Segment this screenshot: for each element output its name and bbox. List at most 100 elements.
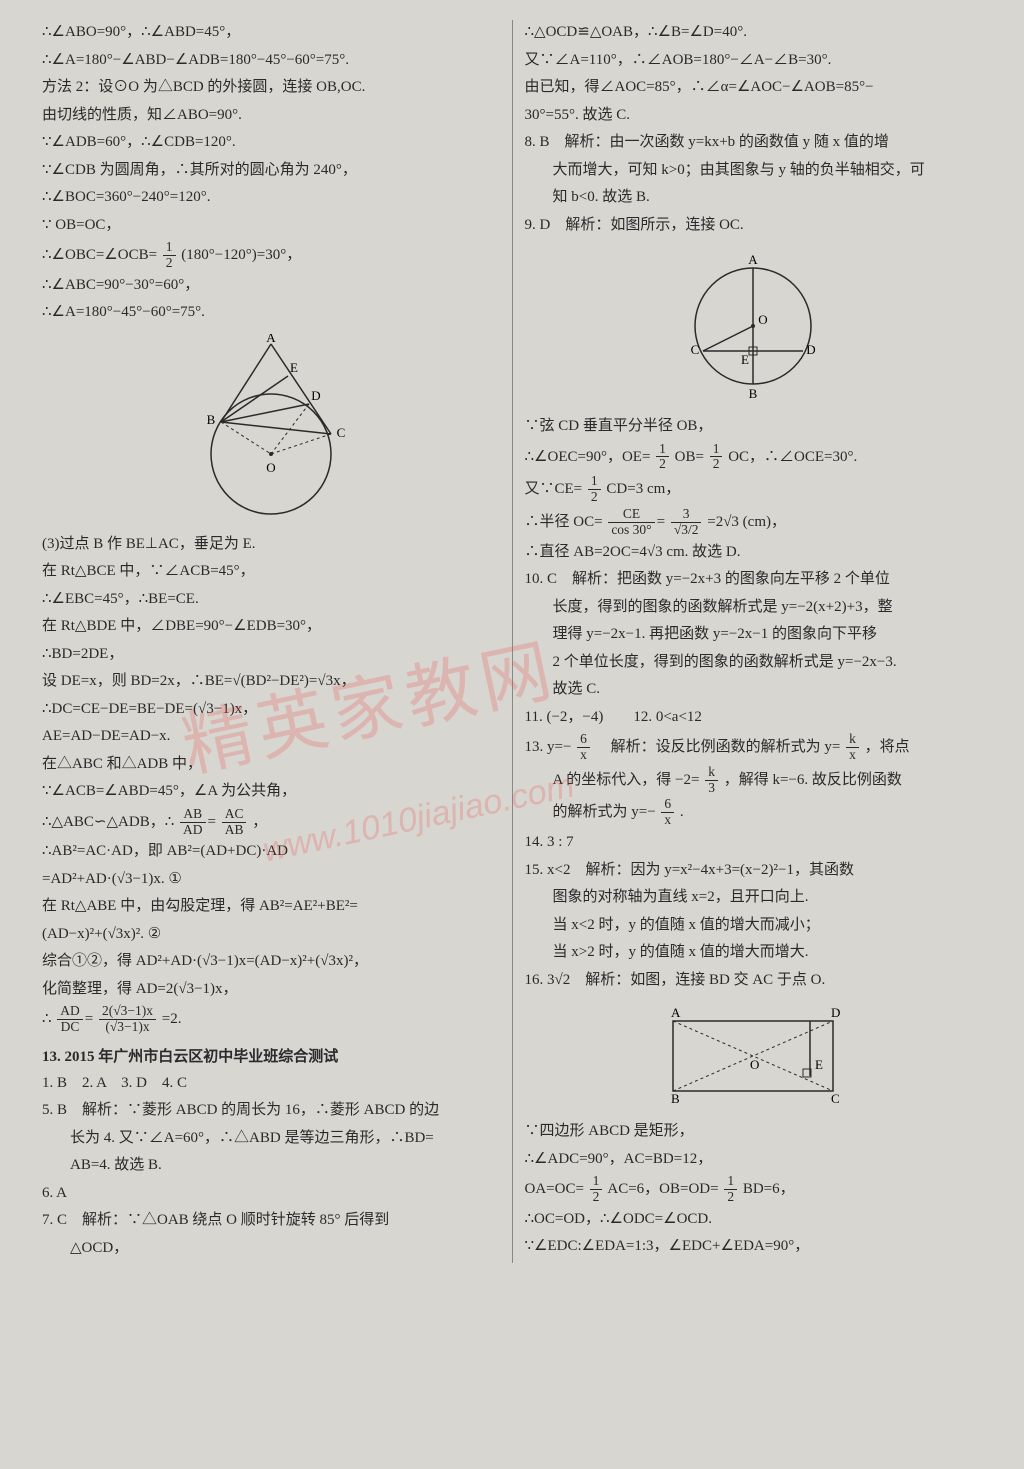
fraction: 12 xyxy=(163,240,176,271)
text-line: (3)过点 B 作 BE⊥AC，垂足为 E. xyxy=(42,532,500,558)
text-line: 13. y=− 6x 解析：设反比例函数的解析式为 y= kx ，将点 xyxy=(525,732,983,763)
text-span: 的解析式为 y=− xyxy=(553,804,656,820)
text-line: 在 Rt△BDE 中，∠DBE=90°−∠EDB=30°， xyxy=(42,614,500,640)
left-column: ∴∠ABO=90°，∴∠ABD=45°， ∴∠A=180°−∠ABD−∠ADB=… xyxy=(30,20,512,1263)
text-line: 化简整理，得 AD=2(√3−1)x， xyxy=(42,977,500,1003)
text-span: OC，∴∠OCE=30°. xyxy=(728,448,857,464)
text-line: ∴AB²=AC·AD，即 AB²=(AD+DC)·AD xyxy=(42,839,500,865)
text-line: 8. B 解析：由一次函数 y=kx+b 的函数值 y 随 x 值的增 xyxy=(525,130,983,156)
fraction: ABAD xyxy=(180,807,206,838)
text-span: BD=6， xyxy=(743,1181,795,1197)
svg-text:O: O xyxy=(750,1057,759,1072)
text-line: 大而增大，可知 k>0；由其图象与 y 轴的负半轴相交，可 xyxy=(525,158,983,184)
svg-text:O: O xyxy=(266,460,275,475)
text-line: (AD−x)²+(√3x)². ② xyxy=(42,922,500,948)
text-span: ∴△ABC∽△ADB，∴ xyxy=(42,813,174,829)
text-line: ∴∠A=180°−∠ABD−∠ADB=180°−45°−60°=75°. xyxy=(42,48,500,74)
text-line: ∵弦 CD 垂直平分半径 OB， xyxy=(525,414,983,440)
fraction: 12 xyxy=(724,1174,737,1205)
text-line: 综合①②，得 AD²+AD·(√3−1)x=(AD−x)²+(√3x)²， xyxy=(42,949,500,975)
text-line: 又∵CE= 12 CD=3 cm， xyxy=(525,474,983,505)
fraction: 6x xyxy=(577,732,590,763)
fraction: CEcos 30° xyxy=(608,507,654,538)
text-line: 6. A xyxy=(42,1181,500,1207)
text-line: AE=AD−DE=AD−x. xyxy=(42,724,500,750)
text-line: ∴△OCD≌△OAB，∴∠B=∠D=40°. xyxy=(525,20,983,46)
text-line: 7. C 解析：∵△OAB 绕点 O 顺时针旋转 85° 后得到 xyxy=(42,1208,500,1234)
text-line: 5. B 解析：∵菱形 ABCD 的周长为 16，∴菱形 ABCD 的边 xyxy=(42,1098,500,1124)
text-span: ， xyxy=(252,813,267,829)
text-line: ∵四边形 ABCD 是矩形， xyxy=(525,1119,983,1145)
text-line: 当 x>2 时，y 的值随 x 值的增大而增大. xyxy=(525,940,983,966)
text-line: 的解析式为 y=− 6x . xyxy=(525,797,983,828)
text-line: ∴OC=OD，∴∠ODC=∠OCD. xyxy=(525,1207,983,1233)
text-span: ∴∠OBC=∠OCB= xyxy=(42,247,157,263)
text-line: ∵∠ADB=60°，∴∠CDB=120°. xyxy=(42,130,500,156)
text-line: ∴∠A=180°−45°−60°=75°. xyxy=(42,300,500,326)
svg-text:D: D xyxy=(831,1005,840,1020)
text-line: ∵∠ACB=∠ABD=45°，∠A 为公共角， xyxy=(42,779,500,805)
text-line: 方法 2：设⊙O 为△BCD 的外接圆，连接 OB,OC. xyxy=(42,75,500,101)
text-line: ∴∠ADC=90°，AC=BD=12， xyxy=(525,1147,983,1173)
figure-circle-oabcd: A B C D E O xyxy=(525,246,983,406)
text-span: 解析：设反比例函数的解析式为 y= xyxy=(596,739,841,755)
text-line: 设 DE=x，则 BD=2x，∴BE=√(BD²−DE²)=√3x， xyxy=(42,669,500,695)
text-line: 故选 C. xyxy=(525,677,983,703)
fraction: 12 xyxy=(590,1174,603,1205)
figure-rectangle-abcd: A B C D E O xyxy=(525,1001,983,1111)
text-line: ∴DC=CE−DE=BE−DE=(√3−1)x， xyxy=(42,697,500,723)
fraction: 12 xyxy=(656,442,669,473)
fraction: kx xyxy=(846,732,859,763)
svg-text:C: C xyxy=(691,342,700,357)
text-span: ∴半径 OC= xyxy=(525,514,603,530)
text-line: 1. B 2. A 3. D 4. C xyxy=(42,1071,500,1097)
text-line: 在 Rt△ABE 中，由勾股定理，得 AB²=AE²+BE²= xyxy=(42,894,500,920)
svg-text:O: O xyxy=(759,312,768,327)
text-span: OB= xyxy=(675,448,704,464)
text-line: 30°=55°. 故选 C. xyxy=(525,103,983,129)
text-span: OA=OC= xyxy=(525,1181,584,1197)
text-line: ∴直径 AB=2OC=4√3 cm. 故选 D. xyxy=(525,540,983,566)
figure-circle-abcd: A B C D E O xyxy=(42,334,500,524)
text-line: 16. 3√2 解析：如图，连接 BD 交 AC 于点 O. xyxy=(525,968,983,994)
svg-text:D: D xyxy=(807,342,816,357)
text-span: =2. xyxy=(162,1011,182,1027)
svg-text:E: E xyxy=(290,360,298,375)
text-line: ∵∠CDB 为圆周角，∴其所对的圆心角为 240°， xyxy=(42,158,500,184)
text-line: ∴BD=2DE， xyxy=(42,642,500,668)
text-line: ∴∠EBC=45°，∴BE=CE. xyxy=(42,587,500,613)
text-line: ∴∠OBC=∠OCB= 12 (180°−120°)=30°， xyxy=(42,240,500,271)
fraction: 12 xyxy=(588,474,601,505)
svg-text:E: E xyxy=(741,352,749,367)
text-span: CD=3 cm， xyxy=(606,481,680,497)
svg-text:C: C xyxy=(831,1091,840,1106)
text-line: =AD²+AD·(√3−1)x. ① xyxy=(42,867,500,893)
text-line: ∴ ADDC= 2(√3−1)x(√3−1)x =2. xyxy=(42,1004,500,1035)
text-line: ∴∠ABC=90°−30°=60°， xyxy=(42,273,500,299)
svg-text:B: B xyxy=(749,386,758,401)
text-line: 11. (−2，−4) 12. 0<a<12 xyxy=(525,705,983,731)
text-line: ∴∠OEC=90°，OE= 12 OB= 12 OC，∴∠OCE=30°. xyxy=(525,442,983,473)
text-line: 理得 y=−2x−1. 再把函数 y=−2x−1 的图象向下平移 xyxy=(525,622,983,648)
text-line: ∵∠EDC:∠EDA=1:3，∠EDC+∠EDA=90°， xyxy=(525,1234,983,1260)
text-line: 在△ABC 和△ADB 中， xyxy=(42,752,500,778)
section-heading: 13. 2015 年广州市白云区初中毕业班综合测试 xyxy=(42,1045,500,1071)
text-line: ∴∠ABO=90°，∴∠ABD=45°， xyxy=(42,20,500,46)
text-span: ，将点 xyxy=(865,739,910,755)
svg-text:A: A xyxy=(671,1005,681,1020)
svg-text:B: B xyxy=(206,412,215,427)
text-line: ∵ OB=OC， xyxy=(42,213,500,239)
text-line: 在 Rt△BCE 中，∵∠ACB=45°， xyxy=(42,559,500,585)
fraction: 6x xyxy=(661,797,674,828)
text-line: 9. D 解析：如图所示，连接 OC. xyxy=(525,213,983,239)
text-span: . xyxy=(680,804,684,820)
text-line: 15. x<2 解析：因为 y=x²−4x+3=(x−2)²−1，其函数 xyxy=(525,858,983,884)
svg-text:A: A xyxy=(266,334,276,345)
text-line: 图象的对称轴为直线 x=2，且开口向上. xyxy=(525,885,983,911)
text-span: A 的坐标代入，得 −2= xyxy=(553,772,700,788)
text-span: AC=6，OB=OD= xyxy=(607,1181,718,1197)
text-span: ∴ xyxy=(42,1011,52,1027)
text-span: 13. y=− xyxy=(525,739,572,755)
fraction: ACAB xyxy=(222,807,247,838)
text-line: 由切线的性质，知∠ABO=90°. xyxy=(42,103,500,129)
